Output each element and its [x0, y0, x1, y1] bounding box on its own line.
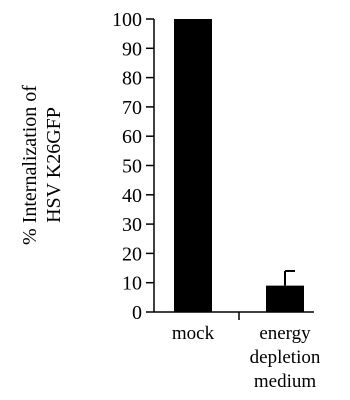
- y-tick-label: 30: [122, 214, 142, 236]
- y-tick-label: 10: [122, 273, 142, 295]
- bar: [266, 285, 304, 312]
- axes: [153, 19, 314, 320]
- y-tick-label: 50: [122, 156, 142, 178]
- y-axis-title-line-2: HSV K26GFP: [43, 107, 65, 223]
- y-tick-label: 90: [122, 38, 142, 60]
- y-tick-label: 60: [122, 126, 142, 148]
- y-axis-title-line-1: % Internalization of: [19, 85, 41, 245]
- y-tick-label: 40: [122, 185, 142, 207]
- x-category-label: depletion: [250, 347, 321, 368]
- bars: [174, 19, 304, 312]
- x-axis-category-labels: mock energy depletion medium: [172, 323, 321, 392]
- y-axis-ticks: 0 10 20 30 40 50 60 70 80 90 100: [112, 9, 154, 324]
- y-tick-label: 80: [122, 68, 142, 90]
- y-tick-label: 0: [132, 302, 142, 324]
- error-bars: [284, 269, 295, 286]
- y-tick-label: 100: [112, 9, 142, 31]
- y-tick-label: 20: [122, 243, 142, 265]
- x-category-label: medium: [254, 371, 316, 392]
- y-axis-title: % Internalization of HSV K26GFP: [19, 85, 65, 245]
- bar: [174, 19, 212, 312]
- x-category-label: mock: [172, 323, 215, 344]
- x-category-label: energy: [259, 323, 311, 344]
- y-tick-label: 70: [122, 97, 142, 119]
